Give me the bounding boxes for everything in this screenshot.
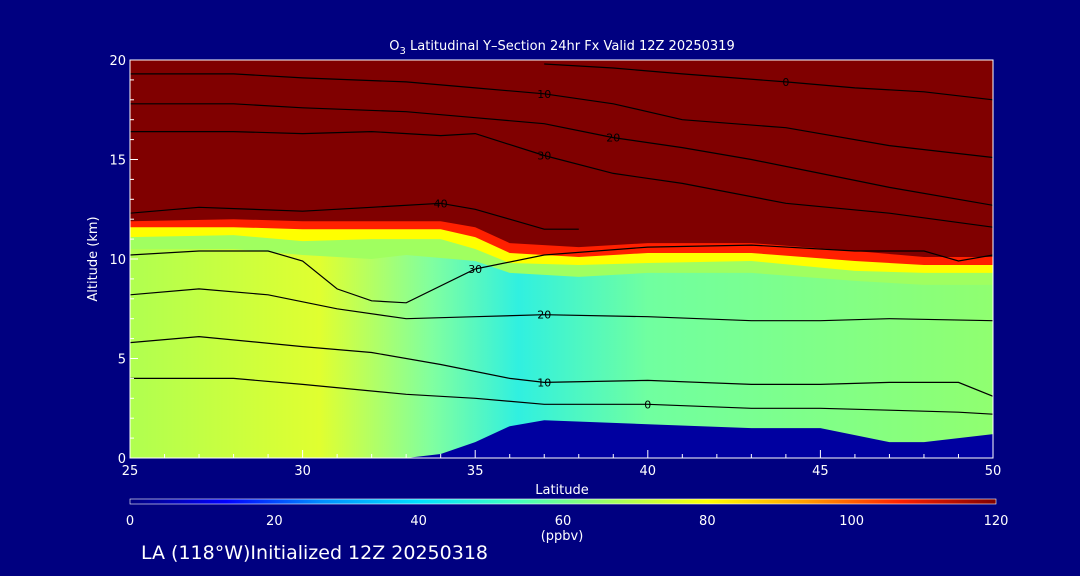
x-tick-label: 50 — [985, 464, 1002, 479]
y-tick-label: 0 — [118, 452, 126, 467]
contour-line-0 — [130, 377, 993, 415]
contour-label-10: 10 — [537, 88, 551, 101]
contour-line-20 — [130, 103, 993, 206]
colorbar-ticks: 0 20 40 60 80 100 120 — [126, 514, 1009, 529]
colorbar — [129, 498, 997, 505]
terrain-surface — [130, 420, 993, 458]
y-axis: 0 5 10 15 20 — [109, 54, 138, 467]
plot-area: 0 10 20 30 40 30 20 10 0 — [130, 60, 993, 458]
title-rest: Latitudinal Y–Section 24hr Fx Valid 12Z … — [406, 39, 735, 54]
x-axis: 25 30 35 40 45 50 — [122, 450, 1002, 479]
colorbar-tick-label: 100 — [839, 514, 864, 529]
contour-line-30 — [130, 130, 993, 228]
contour-label-0: 0 — [644, 398, 651, 411]
contour-label-40: 40 — [434, 197, 448, 210]
y-axis-label: Altitude (km) — [86, 216, 101, 301]
contour-label-30: 30 — [468, 263, 482, 276]
y-tick-label: 15 — [109, 154, 126, 169]
contour-line-30 — [130, 244, 993, 304]
contour-label-30: 30 — [537, 150, 551, 163]
contour-line-40 — [130, 202, 579, 230]
chart-title: O3 Latitudinal Y–Section 24hr Fx Valid 1… — [389, 39, 734, 57]
x-tick-label: 35 — [467, 464, 484, 479]
footer-location-init: LA (118°W)Initialized 12Z 20250318 — [141, 542, 488, 564]
x-tick-label: 40 — [640, 464, 657, 479]
colorbar-tick-label: 20 — [266, 514, 283, 529]
contour-label-10: 10 — [537, 376, 551, 389]
x-tick-label: 25 — [122, 464, 139, 479]
colorbar-unit-label: (ppbv) — [541, 529, 584, 544]
colorbar-tick-label: 120 — [984, 514, 1009, 529]
x-axis-label: Latitude — [535, 483, 589, 498]
contour-label-20: 20 — [606, 132, 620, 145]
contour-line-10 — [130, 335, 993, 397]
contour-line-10 — [130, 73, 993, 159]
contour-line-20 — [130, 288, 993, 322]
x-tick-label: 45 — [812, 464, 829, 479]
contour-label-20: 20 — [537, 309, 551, 322]
y-tick-label: 20 — [109, 54, 126, 69]
contour-label-0: 0 — [782, 76, 789, 89]
title-subscript: 3 — [400, 46, 406, 57]
colorbar-tick-label: 80 — [699, 514, 716, 529]
colorbar-tick-label: 60 — [555, 514, 572, 529]
y-tick-label: 5 — [118, 353, 126, 368]
title-base: O — [389, 39, 399, 54]
colorbar-tick-label: 40 — [410, 514, 427, 529]
x-tick-label: 30 — [294, 464, 311, 479]
colorbar-tick-label: 0 — [126, 514, 134, 529]
contour-line-0 — [544, 63, 993, 101]
y-tick-label: 10 — [109, 253, 126, 268]
